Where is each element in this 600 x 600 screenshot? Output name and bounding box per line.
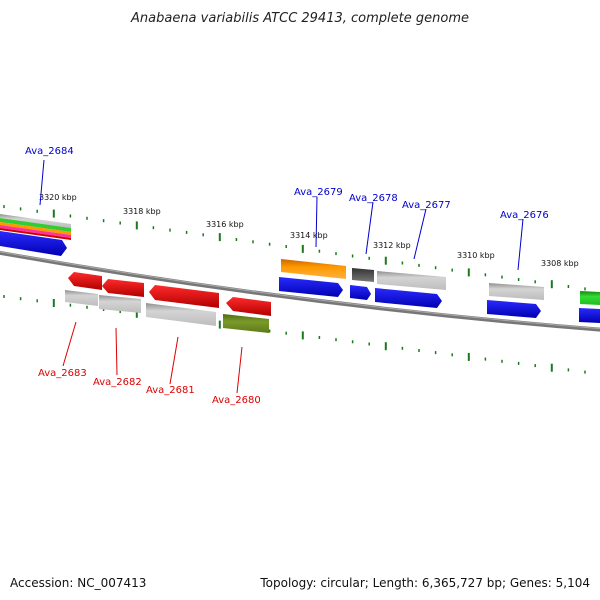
- leader-line: [62, 321, 77, 367]
- scale-label: 3308 kbp: [541, 259, 579, 268]
- forward-strand-features: [0, 214, 600, 323]
- leader-line: [236, 346, 243, 394]
- gene-label-ava-2679[interactable]: Ava_2679: [294, 187, 343, 198]
- leader-line: [169, 336, 179, 385]
- gene-feature-ava-2678-upper[interactable]: [352, 268, 374, 282]
- leader-line: [365, 201, 374, 255]
- accession-text: Accession: NC_007413: [10, 576, 147, 590]
- scale-label: 3312 kbp: [373, 241, 411, 250]
- gene-label-ava-2684[interactable]: Ava_2684: [25, 146, 74, 157]
- gene-feature-ava-2679-upper[interactable]: [281, 259, 346, 279]
- gene-feature-ava-2679[interactable]: [279, 277, 343, 297]
- gene-feature-ava-2684[interactable]: [0, 231, 67, 256]
- leader-line: [315, 196, 318, 248]
- forward-leader-lines: [39, 159, 524, 271]
- gene-feature[interactable]: [223, 314, 269, 333]
- leader-line: [39, 159, 45, 206]
- gene-feature[interactable]: [0, 222, 71, 235]
- scale-label: 3316 kbp: [206, 220, 244, 229]
- gene-feature-ava-2680[interactable]: [226, 297, 271, 316]
- gene-feature-ava-2681[interactable]: [149, 285, 219, 308]
- gene-feature[interactable]: [99, 295, 141, 313]
- scale-labels: 3320 kbp 3318 kbp 3316 kbp 3314 kbp 3312…: [39, 193, 579, 268]
- gene-feature[interactable]: [65, 290, 98, 306]
- tick-row-outer: [3, 205, 586, 291]
- gene-feature-ava-2677-upper[interactable]: [377, 271, 446, 290]
- gene-label-ava-2681[interactable]: Ava_2681: [146, 385, 195, 396]
- gene-feature-ava-2682[interactable]: [102, 279, 144, 297]
- gene-label-ava-2677[interactable]: Ava_2677: [402, 200, 451, 211]
- genome-backbone: [0, 250, 600, 332]
- gene-label-ava-2680[interactable]: Ava_2680: [212, 395, 261, 406]
- gene-feature-ava-2683[interactable]: [68, 272, 102, 290]
- gene-feature-ava-2678[interactable]: [350, 285, 371, 300]
- genome-backbone-highlight: [0, 251, 600, 330]
- gene-feature[interactable]: [0, 228, 71, 240]
- leader-line: [517, 218, 524, 271]
- gene-feature-ava-2677[interactable]: [375, 288, 442, 308]
- gene-feature-ava-2676[interactable]: [487, 300, 541, 318]
- gene-feature[interactable]: [146, 303, 216, 326]
- scale-label: 3318 kbp: [123, 207, 161, 216]
- leader-line: [115, 327, 118, 376]
- gene-label-ava-2678[interactable]: Ava_2678: [349, 193, 398, 204]
- gene-label-ava-2683[interactable]: Ava_2683: [38, 368, 87, 379]
- gene-feature[interactable]: [580, 291, 600, 305]
- gene-feature-ava-2676-upper[interactable]: [489, 283, 544, 300]
- genome-summary-text: Topology: circular; Length: 6,365,727 bp…: [260, 576, 590, 590]
- map-title: Anabaena variabilis ATCC 29413, complete…: [130, 11, 469, 26]
- gene-feature[interactable]: [0, 225, 71, 238]
- forward-gene-labels: Ava_2684 Ava_2679 Ava_2678 Ava_2677 Ava_…: [25, 146, 549, 221]
- gene-feature[interactable]: [0, 214, 71, 228]
- reverse-leader-lines: [62, 321, 243, 394]
- scale-label: 3314 kbp: [290, 231, 328, 240]
- gene-feature[interactable]: [0, 218, 71, 232]
- gene-label-ava-2676[interactable]: Ava_2676: [500, 210, 549, 221]
- scale-label: 3310 kbp: [457, 251, 495, 260]
- reverse-strand-features: [65, 272, 271, 333]
- gene-feature[interactable]: [579, 308, 600, 323]
- gene-label-ava-2682[interactable]: Ava_2682: [93, 377, 142, 388]
- scale-label: 3320 kbp: [39, 193, 77, 202]
- reverse-gene-labels: Ava_2683 Ava_2682 Ava_2681 Ava_2680: [38, 368, 261, 406]
- leader-line: [413, 208, 427, 260]
